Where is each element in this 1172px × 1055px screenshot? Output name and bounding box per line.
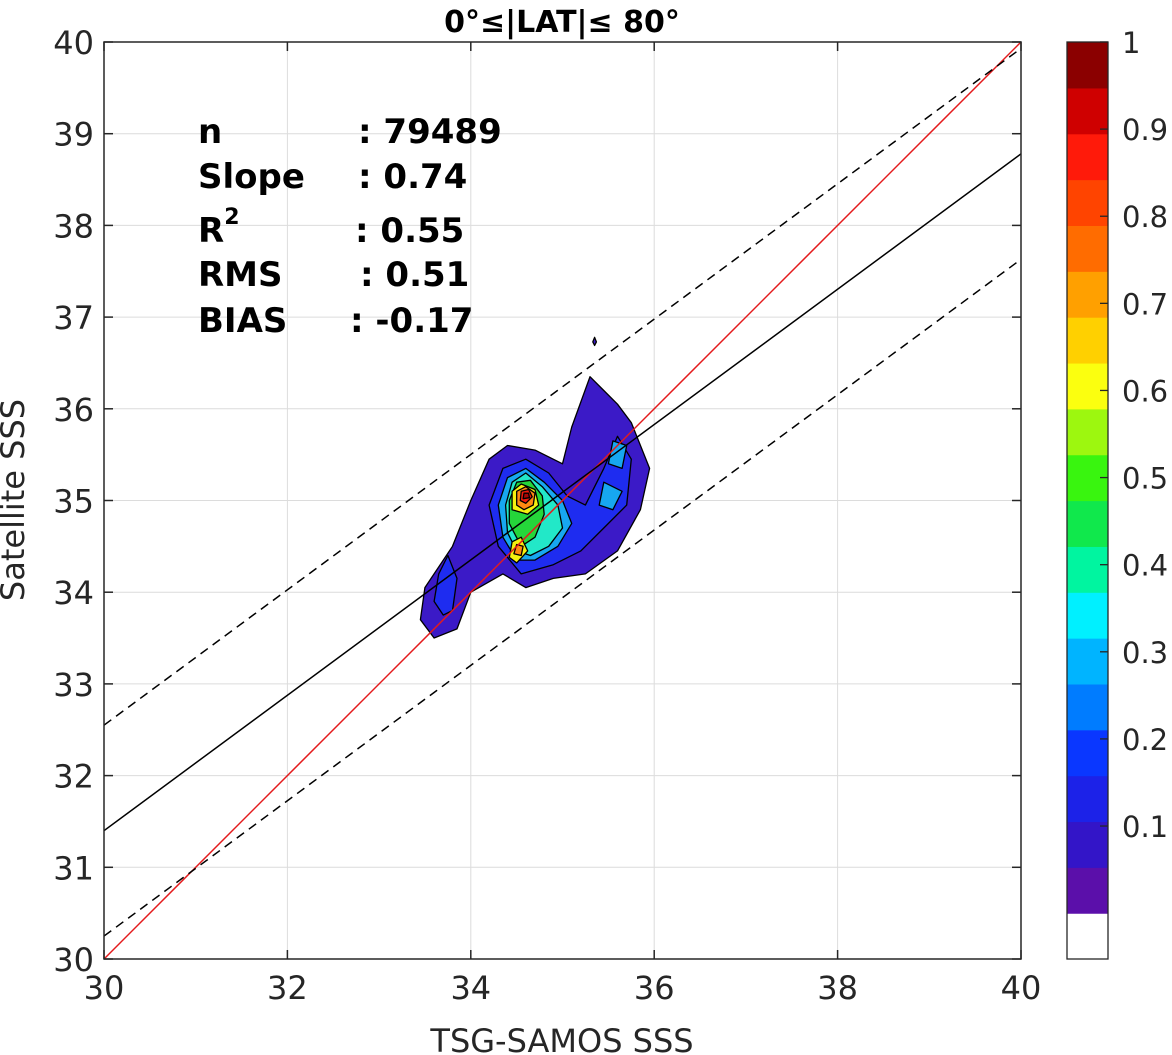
colorbar-tick-label: 0.2 <box>1122 723 1168 757</box>
colorbar-segment <box>1067 408 1108 456</box>
stat-value-bias: : -0.17 <box>350 301 473 341</box>
stats-box: n : 79489 Slope : 0.74 R2 : 0.55 RMS : 0… <box>198 112 502 341</box>
contour-fills <box>419 336 651 639</box>
one-to-one-line <box>104 42 1021 959</box>
plot-frame <box>103 41 1022 960</box>
x-axis-label: TSG-SAMOS SSS <box>429 1022 693 1055</box>
colorbar-tick-label: 0.5 <box>1122 462 1168 496</box>
stat-label-r2: R2 <box>198 205 240 251</box>
colorbar-segment <box>1067 546 1108 593</box>
stat-value-slope: : 0.74 <box>358 157 467 197</box>
reference-lines <box>104 42 1021 959</box>
chart-title: 0°≤|LAT|≤ 80° <box>444 5 680 40</box>
colorbar-segment <box>1067 179 1108 226</box>
y-tick-label: 38 <box>53 207 94 245</box>
colorbar-segment <box>1067 821 1108 868</box>
colorbar-segment <box>1067 42 1108 89</box>
colorbar-segment <box>1067 225 1108 272</box>
contour-level-0-2 <box>598 481 623 511</box>
stat-label-r: R <box>198 211 224 251</box>
fit-line <box>104 153 1021 832</box>
colorbar-segment <box>1067 638 1108 685</box>
x-tick-label: 34 <box>450 969 491 1007</box>
y-tick-label: 31 <box>53 849 94 887</box>
x-tick-label: 36 <box>634 969 675 1007</box>
contour-level-0-95 <box>522 492 531 500</box>
y-tick-label: 40 <box>53 24 94 62</box>
stat-label-r-superscript: 2 <box>224 205 239 230</box>
colorbar-tick-label: 0.3 <box>1122 636 1168 670</box>
colorbar-tick-label: 0.6 <box>1122 374 1168 408</box>
y-tick-label: 33 <box>53 666 94 704</box>
y-tick-label: 37 <box>53 299 94 337</box>
colorbar-tick-label: 0.8 <box>1122 200 1168 234</box>
colorbar-segment <box>1067 317 1108 364</box>
colorbar-frame <box>1066 41 1109 960</box>
y-tick-label: 34 <box>53 574 94 612</box>
y-tick-label: 30 <box>53 941 94 979</box>
colorbar-segment <box>1067 87 1108 135</box>
stat-value-n: : 79489 <box>358 112 502 152</box>
stat-label-n: n <box>198 112 222 152</box>
x-tick-label: 38 <box>817 969 858 1007</box>
y-tick-label: 35 <box>53 483 94 521</box>
colorbar-segment <box>1067 271 1108 318</box>
stat-label-rms: RMS <box>198 255 283 295</box>
colorbar-tick-label: 0.4 <box>1122 549 1168 583</box>
colorbar-tick-label: 1 <box>1122 26 1140 60</box>
fit-lower-line <box>104 258 1021 937</box>
colorbar-tick-label: 0.1 <box>1122 810 1168 844</box>
y-tick-label: 36 <box>53 391 94 429</box>
stat-value-r2: : 0.55 <box>355 211 464 251</box>
x-tick-label: 40 <box>1001 969 1042 1007</box>
colorbar-segment <box>1067 500 1108 547</box>
contour-level-0-1 <box>433 554 458 616</box>
axis-ticks: 30 32 34 36 38 40 30 31 32 33 34 35 36 37 38 39 40 <box>53 24 1041 1007</box>
colorbar-segment <box>1067 913 1108 960</box>
colorbar-segment <box>1067 362 1108 410</box>
colorbar-tick-label: 0.7 <box>1122 287 1168 321</box>
colorbar-segment <box>1067 683 1108 731</box>
x-tick-label: 30 <box>84 969 125 1007</box>
y-tick-label: 39 <box>53 116 94 154</box>
stat-value-rms: : 0.51 <box>360 255 469 295</box>
colorbar-segment <box>1067 592 1108 639</box>
colorbar: 0.1 0.2 0.3 0.4 0.5 0.6 0.7 0.8 0.9 1 <box>1066 26 1168 960</box>
x-tick-label: 32 <box>267 969 308 1007</box>
colorbar-segment <box>1067 867 1108 914</box>
fit-upper-line <box>104 47 1021 726</box>
y-tick-label: 32 <box>53 758 94 796</box>
colorbar-segment <box>1067 729 1108 777</box>
colorbar-segment <box>1067 775 1108 823</box>
y-axis-label: Satellite SSS <box>0 399 32 601</box>
colorbar-tick-label: 0.9 <box>1122 113 1168 147</box>
contour-level-0-05 <box>592 336 598 347</box>
colorbar-segment <box>1067 133 1108 181</box>
stat-label-slope: Slope <box>198 157 305 197</box>
stat-label-bias: BIAS <box>198 301 287 341</box>
